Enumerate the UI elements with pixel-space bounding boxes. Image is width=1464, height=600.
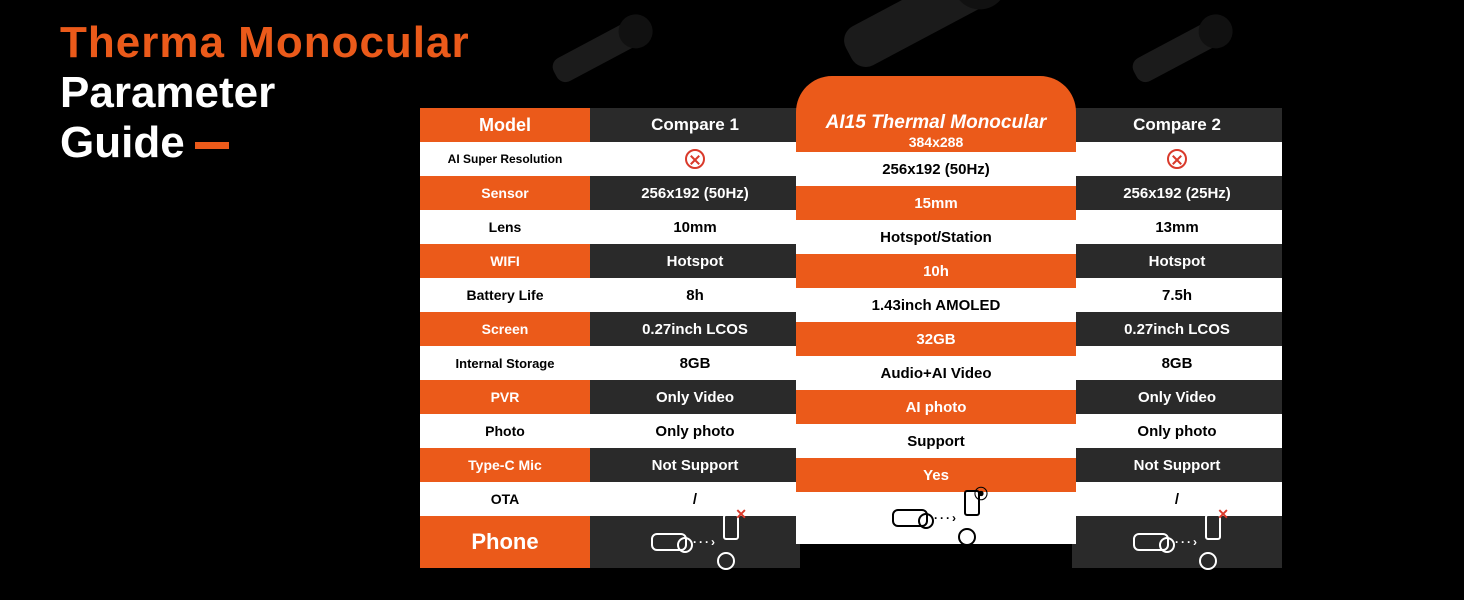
featured-battery: 10h [796, 254, 1076, 288]
featured-photo: AI photo [796, 390, 1076, 424]
label-lens: Lens [420, 210, 590, 244]
label-mic: Type-C Mic [420, 448, 590, 482]
label-ai-super-resolution: AI Super Resolution [420, 142, 590, 176]
compare2-sensor: 256x192 (25Hz) [1072, 176, 1282, 210]
compare2-battery: 7.5h [1072, 278, 1282, 312]
title-line2b: Guide [60, 118, 470, 168]
phone-connect-supported-icon: ···› ⦿ [892, 490, 980, 546]
featured-storage: 32GB [796, 322, 1076, 356]
featured-ota: Yes [796, 458, 1076, 492]
cross-icon [1167, 149, 1187, 169]
label-phone: Phone [420, 516, 590, 568]
label-sensor: Sensor [420, 176, 590, 210]
featured-phone: ···› ⦿ [796, 492, 1076, 544]
title-line2a: Parameter [60, 68, 470, 118]
compare2-pvr: Only Video [1072, 380, 1282, 414]
compare1-column: Compare 1 256x192 (50Hz) 10mm Hotspot 8h… [590, 108, 800, 568]
featured-lens: 15mm [796, 186, 1076, 220]
compare1-pvr: Only Video [590, 380, 800, 414]
compare1-lens: 10mm [590, 210, 800, 244]
featured-header: AI15 Thermal Monocular 384x288 [796, 76, 1076, 152]
featured-pvr: Audio+AI Video [796, 356, 1076, 390]
featured-wifi: Hotspot/Station [796, 220, 1076, 254]
compare2-screen: 0.27inch LCOS [1072, 312, 1282, 346]
title-line1: Therma Monocular [60, 18, 470, 68]
compare1-title: Compare 1 [590, 108, 800, 142]
compare2-column: Compare 2 256x192 (25Hz) 13mm Hotspot 7.… [1072, 108, 1282, 568]
accent-dash-icon [195, 142, 229, 149]
compare2-photo: Only photo [1072, 414, 1282, 448]
page-title: Therma Monocular Parameter Guide [60, 18, 470, 168]
compare1-photo: Only photo [590, 414, 800, 448]
label-pvr: PVR [420, 380, 590, 414]
compare1-phone: ···› [590, 516, 800, 568]
compare1-ota: / [590, 482, 800, 516]
featured-mic: Support [796, 424, 1076, 458]
compare2-wifi: Hotspot [1072, 244, 1282, 278]
featured-title: AI15 Thermal Monocular [826, 112, 1047, 134]
compare1-wifi: Hotspot [590, 244, 800, 278]
compare2-lens: 13mm [1072, 210, 1282, 244]
label-battery: Battery Life [420, 278, 590, 312]
label-screen: Screen [420, 312, 590, 346]
featured-sensor: 256x192 (50Hz) [796, 152, 1076, 186]
compare1-mic: Not Support [590, 448, 800, 482]
label-ota: OTA [420, 482, 590, 516]
product-image-compare2 [1130, 40, 1220, 66]
compare1-battery: 8h [590, 278, 800, 312]
compare1-storage: 8GB [590, 346, 800, 380]
compare2-ota: / [1072, 482, 1282, 516]
phone-connect-unsupported-icon: ···› [651, 514, 739, 570]
label-column: Model AI Super Resolution Sensor Lens WI… [420, 108, 590, 568]
label-wifi: WIFI [420, 244, 590, 278]
label-storage: Internal Storage [420, 346, 590, 380]
phone-connect-unsupported-icon: ···› [1133, 514, 1221, 570]
compare2-phone: ···› [1072, 516, 1282, 568]
compare1-screen: 0.27inch LCOS [590, 312, 800, 346]
compare2-storage: 8GB [1072, 346, 1282, 380]
cross-icon [685, 149, 705, 169]
comparison-table: Model AI Super Resolution Sensor Lens WI… [420, 108, 1282, 568]
featured-column: AI15 Thermal Monocular 384x288 256x192 (… [796, 76, 1076, 544]
featured-ai-sr: 384x288 [909, 134, 964, 150]
compare2-ai-sr [1072, 142, 1282, 176]
label-photo: Photo [420, 414, 590, 448]
featured-screen: 1.43inch AMOLED [796, 288, 1076, 322]
compare2-mic: Not Support [1072, 448, 1282, 482]
product-image-featured [840, 0, 990, 40]
compare1-sensor: 256x192 (50Hz) [590, 176, 800, 210]
compare2-title: Compare 2 [1072, 108, 1282, 142]
compare1-ai-sr [590, 142, 800, 176]
product-image-compare1 [550, 40, 640, 66]
label-model: Model [420, 108, 590, 142]
